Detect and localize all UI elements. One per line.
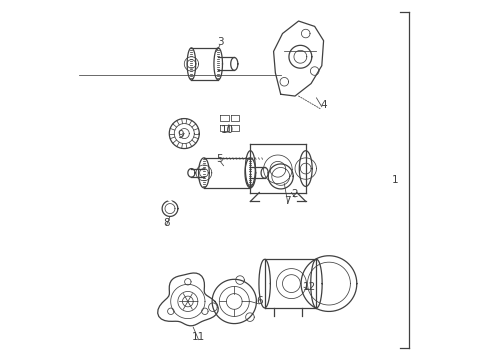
Text: 2: 2 xyxy=(292,189,298,199)
Text: 11: 11 xyxy=(192,332,205,342)
Text: 3: 3 xyxy=(217,37,223,48)
Text: 8: 8 xyxy=(163,218,170,228)
Text: 6: 6 xyxy=(256,296,263,306)
Text: 9: 9 xyxy=(177,130,184,140)
Text: 12: 12 xyxy=(303,282,316,292)
Text: 10: 10 xyxy=(220,125,234,135)
Text: 5: 5 xyxy=(217,154,223,163)
Text: 7: 7 xyxy=(285,197,291,206)
Text: 4: 4 xyxy=(320,100,327,110)
Text: 1: 1 xyxy=(392,175,398,185)
